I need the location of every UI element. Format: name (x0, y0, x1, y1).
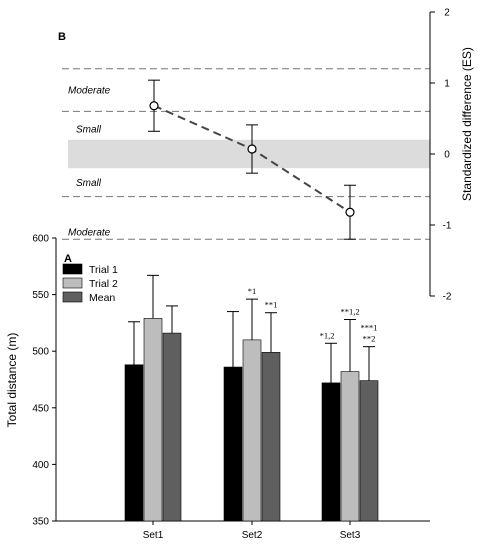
significance-annotation: **1 (265, 300, 278, 310)
panel-a-y-tick-label: 400 (32, 460, 49, 471)
panel-a: A Total distance (m) 350 400 450 500 550 600 S… (5, 234, 430, 541)
legend-swatch (62, 291, 83, 303)
threshold-label: Moderate (68, 228, 111, 239)
bar-mean (162, 332, 182, 522)
panel-b-y-tick-label: -2 (443, 292, 452, 303)
legend-swatch (62, 263, 83, 275)
panel-a-y-tick-label: 450 (32, 403, 49, 414)
significance-annotation: *1 (248, 286, 257, 296)
legend-label: Trial 1 (89, 264, 118, 276)
bar-trial-2 (242, 339, 262, 522)
bar-trial-2 (143, 318, 163, 522)
bar-trial-1 (223, 366, 243, 522)
threshold-label: Small (76, 125, 102, 136)
panel-b-y-tick-label: 2 (444, 8, 450, 19)
panel-a-legend: Trial 1 Trial 2 Mean (62, 263, 118, 304)
panel-a-x-tick-label: Set2 (242, 530, 263, 541)
panel-a-y-tick-label: 600 (32, 234, 49, 245)
panel-a-x-tick-label: Set1 (143, 530, 164, 541)
significance-annotation: ***1 (361, 323, 378, 333)
panel-a-letter: A (64, 253, 72, 265)
panel-b-y-tick-label: 0 (444, 150, 450, 161)
panel-a-y-tick-label: 500 (32, 347, 49, 358)
panel-a-x-tick-label: Set3 (340, 530, 361, 541)
threshold-label: Small (76, 178, 102, 189)
threshold-label: Moderate (68, 86, 111, 97)
bar-mean (359, 380, 379, 522)
panel-b-y-tick-label: 1 (444, 79, 450, 90)
legend-label: Mean (89, 292, 115, 304)
effect-size-point (149, 101, 159, 111)
bar-trial-1 (124, 364, 144, 522)
significance-annotation: **1,2 (340, 307, 359, 317)
panel-b: B Standardized difference (ES) Moderate S… (58, 8, 474, 303)
bar-mean (261, 352, 281, 522)
effect-size-point (345, 207, 355, 217)
bar-trial-2 (340, 371, 360, 522)
significance-annotation: *1,2 (320, 330, 335, 340)
trivial-band (68, 139, 430, 169)
effect-size-point (247, 144, 257, 154)
panel-a-y-tick-label: 550 (32, 290, 49, 301)
significance-annotation: **2 (363, 334, 376, 344)
panel-b-y-tick-label: -1 (443, 221, 452, 232)
panel-a-y-axis-title: Total distance (m) (5, 333, 19, 428)
legend-swatch (62, 277, 83, 289)
panel-b-y-axis-title: Standardized difference (ES) (460, 47, 474, 201)
panel-a-y-tick-label: 350 (32, 517, 49, 528)
panel-b-letter: B (58, 31, 66, 43)
legend-label: Trial 2 (89, 278, 118, 290)
bar-trial-1 (321, 382, 341, 522)
